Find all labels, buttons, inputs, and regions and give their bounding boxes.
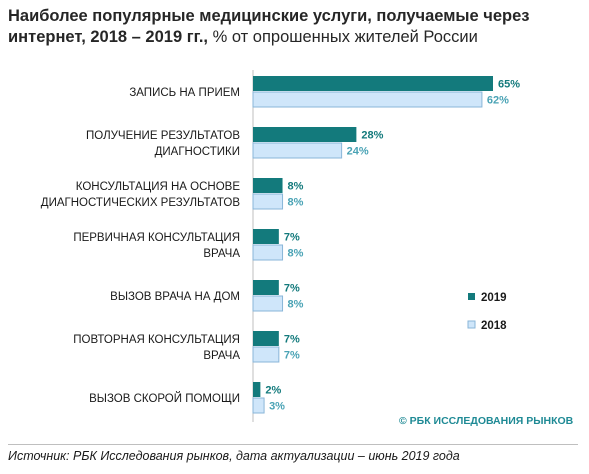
legend-swatch-2018 xyxy=(467,320,476,329)
category-label-line: ВРАЧА xyxy=(203,350,240,362)
data-label-2018: 7% xyxy=(284,350,300,362)
bar-2019 xyxy=(253,76,493,91)
chart-title: Наиболее популярные медицинские услуги, … xyxy=(8,6,583,48)
bar-2019 xyxy=(253,382,261,397)
bar-2018 xyxy=(252,295,284,312)
category-label-line: ВЫЗОВ ВРАЧА НА ДОМ xyxy=(110,291,240,303)
category-label: ВЫЗОВ СКОРОЙ ПОМОЩИ xyxy=(89,392,240,405)
data-label-2018: 62% xyxy=(487,95,509,107)
data-label-2018: 24% xyxy=(347,146,369,158)
bar-2018 xyxy=(252,142,343,159)
legend-label-2019: 2019 xyxy=(481,292,507,304)
category-label-line: ПЕРВИЧНАЯ КОНСУЛЬТАЦИЯ xyxy=(73,232,240,244)
data-label-2019: 7% xyxy=(284,283,300,295)
bar-2018 xyxy=(252,397,265,414)
bar-2019 xyxy=(253,331,279,346)
category-label-line: ДИАГНОСТИЧЕСКИХ РЕЗУЛЬТАТОВ xyxy=(41,197,241,209)
data-label-2018: 3% xyxy=(269,401,285,413)
category-label-line: КОНСУЛЬТАЦИЯ НА ОСНОВЕ xyxy=(76,181,241,193)
category-label: КОНСУЛЬТАЦИЯ НА ОСНОВЕ ДИАГНОСТИЧЕСКИХ РЕ… xyxy=(41,181,241,209)
bar-2018 xyxy=(252,193,284,210)
bar-2019 xyxy=(253,127,357,142)
category-label-line: ДИАГНОСТИКИ xyxy=(155,146,240,158)
category-label: ВЫЗОВ ВРАЧА НА ДОМ xyxy=(110,291,240,303)
bar-2019 xyxy=(253,280,279,295)
category-label: ПОВТОРНАЯ КОНСУЛЬТАЦИЯ ВРАЧА xyxy=(73,334,240,362)
data-label-2018: 8% xyxy=(288,197,304,209)
footer-divider xyxy=(8,444,578,445)
data-label-2019: 7% xyxy=(284,232,300,244)
data-label-2019: 8% xyxy=(288,181,304,193)
category-label: ПЕРВИЧНАЯ КОНСУЛЬТАЦИЯ ВРАЧА xyxy=(73,232,240,260)
category-label-line: ВЫЗОВ СКОРОЙ ПОМОЩИ xyxy=(89,392,240,405)
bar-2018 xyxy=(252,244,284,261)
category-label-line: ВРАЧА xyxy=(203,248,240,260)
brand-watermark: © РБК ИССЛЕДОВАНИЯ РЫНКОВ xyxy=(399,415,574,427)
chart-title-bold: Наиболее популярные медицинские услуги, … xyxy=(8,7,530,46)
source-note: Источник: РБК Исследования рынков, дата … xyxy=(8,449,460,463)
category-label-line: ПОВТОРНАЯ КОНСУЛЬТАЦИЯ xyxy=(73,334,240,346)
category-label-line: ЗАПИСЬ НА ПРИЕМ xyxy=(129,87,240,99)
data-label-2019: 28% xyxy=(361,130,383,142)
chart-title-regular: % от опрошенных жителей России xyxy=(207,28,478,46)
data-label-2018: 8% xyxy=(288,248,304,260)
bar-2019 xyxy=(253,229,279,244)
bar-2018 xyxy=(252,91,483,108)
category-label-line: ПОЛУЧЕНИЕ РЕЗУЛЬТАТОВ xyxy=(86,130,240,142)
category-label: ПОЛУЧЕНИЕ РЕЗУЛЬТАТОВ ДИАГНОСТИКИ xyxy=(86,130,240,158)
data-label-2018: 8% xyxy=(288,299,304,311)
bar-2018 xyxy=(252,346,280,363)
legend-swatch-2019 xyxy=(468,293,475,300)
data-label-2019: 2% xyxy=(265,385,281,397)
data-label-2019: 65% xyxy=(498,79,520,91)
data-label-2019: 7% xyxy=(284,334,300,346)
legend-label-2018: 2018 xyxy=(481,320,507,332)
bar-2019 xyxy=(253,178,283,193)
category-label: ЗАПИСЬ НА ПРИЕМ xyxy=(129,87,240,99)
